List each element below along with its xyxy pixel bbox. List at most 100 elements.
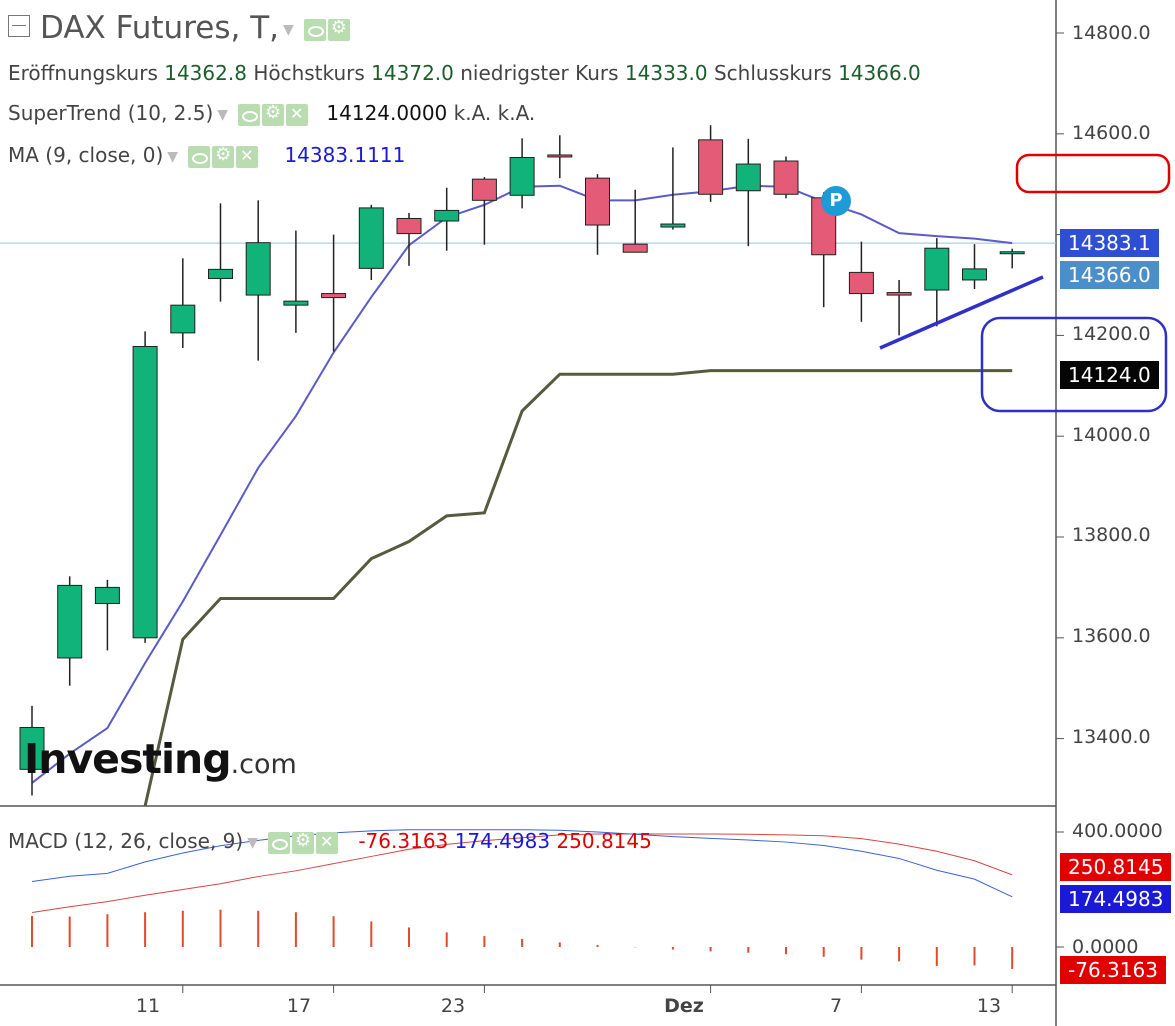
- annotation-red-box: [1015, 153, 1171, 194]
- signal-line: [31, 833, 1013, 913]
- macd-line: [31, 829, 1013, 898]
- close-value: 14366.0: [838, 61, 921, 85]
- candle: [622, 189, 648, 253]
- macd-hist-value: -76.3163: [358, 829, 449, 853]
- macd-value: 174.4983: [454, 829, 551, 853]
- candle: [547, 135, 573, 179]
- annotation-blue-box: [980, 316, 1168, 413]
- macd-value-label: 174.4983: [1060, 885, 1172, 913]
- candle: [773, 156, 799, 199]
- chevron-down-icon[interactable]: ▼: [217, 106, 229, 123]
- x-tick-label: 23: [440, 995, 466, 1017]
- candle-body: [585, 177, 610, 226]
- candle: [396, 212, 422, 266]
- candle-body: [999, 251, 1025, 255]
- candle: [94, 579, 120, 651]
- signal-value-label: 250.8145: [1060, 853, 1172, 881]
- supertrend-name: SuperTrend (10, 2.5): [8, 101, 214, 125]
- candle-body: [94, 586, 120, 605]
- candle: [698, 125, 724, 202]
- candle-body: [321, 293, 347, 299]
- ohlc-row: Eröffnungskurs 14362.8 Höchstkurs 14372.…: [8, 61, 921, 85]
- candle-body: [962, 268, 987, 281]
- eye-icon[interactable]: [238, 103, 261, 126]
- high-value: 14372.0: [371, 61, 454, 85]
- candle: [924, 238, 950, 327]
- candle-body: [698, 139, 724, 195]
- candle-body: [358, 207, 384, 269]
- ma-value: 14383.1111: [284, 143, 406, 167]
- eye-icon[interactable]: [303, 18, 326, 41]
- candle-body: [170, 304, 196, 334]
- candle: [19, 705, 45, 796]
- candle-body: [208, 268, 233, 279]
- supertrend-na-1: k.A.: [453, 101, 492, 125]
- candle: [283, 230, 309, 333]
- candle: [509, 138, 535, 209]
- low-value: 14333.0: [624, 61, 708, 85]
- candle: [358, 204, 384, 280]
- candle: [434, 187, 460, 251]
- candle: [57, 576, 83, 686]
- chevron-down-icon[interactable]: ▼: [167, 148, 179, 165]
- x-tick-label: 17: [286, 995, 312, 1017]
- close-icon[interactable]: [236, 145, 259, 168]
- candle-body: [245, 242, 271, 296]
- gear-icon[interactable]: [262, 102, 285, 126]
- candle-body: [396, 217, 422, 235]
- candle-body: [735, 163, 761, 192]
- x-tick-label: 11: [135, 995, 161, 1017]
- chevron-down-icon[interactable]: ▼: [247, 834, 258, 851]
- y-tick-label: 13400.0: [1072, 726, 1151, 748]
- close-icon[interactable]: [286, 103, 309, 126]
- macd-y-tick-label: 400.0000: [1072, 820, 1163, 842]
- ma-row: MA (9, close, 0)▼ 14383.1111: [8, 143, 405, 168]
- eye-icon[interactable]: [188, 145, 211, 168]
- eye-icon[interactable]: [267, 831, 290, 854]
- macd-y-tick-label: 0.0000: [1072, 936, 1139, 958]
- macd-name: MACD (12, 26, close, 9): [8, 829, 244, 853]
- candle-body: [547, 154, 573, 158]
- close-price-label: 14366.0: [1060, 261, 1159, 289]
- supertrend-row: SuperTrend (10, 2.5)▼ 14124.0000 k.A. k.…: [8, 101, 535, 126]
- candle: [245, 200, 271, 361]
- histogram-value-label: -76.3163: [1060, 956, 1166, 984]
- candle-body: [57, 584, 83, 659]
- collapse-icon[interactable]: [8, 14, 30, 37]
- supertrend-na-2: k.A.: [497, 101, 536, 125]
- y-tick-label: 13800.0: [1072, 524, 1151, 546]
- gear-icon[interactable]: [291, 830, 314, 854]
- candle-body: [19, 727, 45, 770]
- y-tick-label: 14600.0: [1072, 122, 1151, 144]
- candle-body: [283, 300, 309, 306]
- gear-icon[interactable]: [212, 144, 235, 168]
- candle-body: [773, 160, 799, 195]
- x-tick-label: 13: [976, 995, 1002, 1017]
- ma-name: MA (9, close, 0): [8, 143, 164, 167]
- investing-logo: Investing.com: [24, 735, 297, 783]
- candle-body: [471, 178, 497, 201]
- low-label: niedrigster Kurs: [460, 61, 619, 85]
- close-icon[interactable]: [315, 831, 338, 854]
- open-value: 14362.8: [164, 61, 247, 85]
- candle: [886, 279, 912, 336]
- candle: [471, 177, 497, 245]
- gear-icon[interactable]: [327, 17, 350, 41]
- candle-body: [132, 345, 158, 639]
- candle: [962, 244, 987, 290]
- candle: [321, 234, 347, 352]
- candle-body: [660, 223, 686, 228]
- y-tick-label: 14800.0: [1072, 22, 1151, 44]
- candle-body: [886, 292, 912, 296]
- candle-body: [434, 209, 460, 222]
- y-tick-label: 14000.0: [1072, 424, 1151, 446]
- chevron-down-icon[interactable]: ▼: [283, 21, 294, 38]
- chart-title: DAX Futures, T,: [40, 10, 279, 46]
- candle-body: [622, 243, 648, 253]
- p-marker-icon[interactable]: P: [821, 186, 851, 216]
- high-label: Höchstkurs: [253, 61, 365, 85]
- x-tick-label: Dez: [664, 995, 704, 1017]
- candle-body: [924, 247, 950, 291]
- chart-title-row: DAX Futures, T, ▼: [8, 10, 352, 46]
